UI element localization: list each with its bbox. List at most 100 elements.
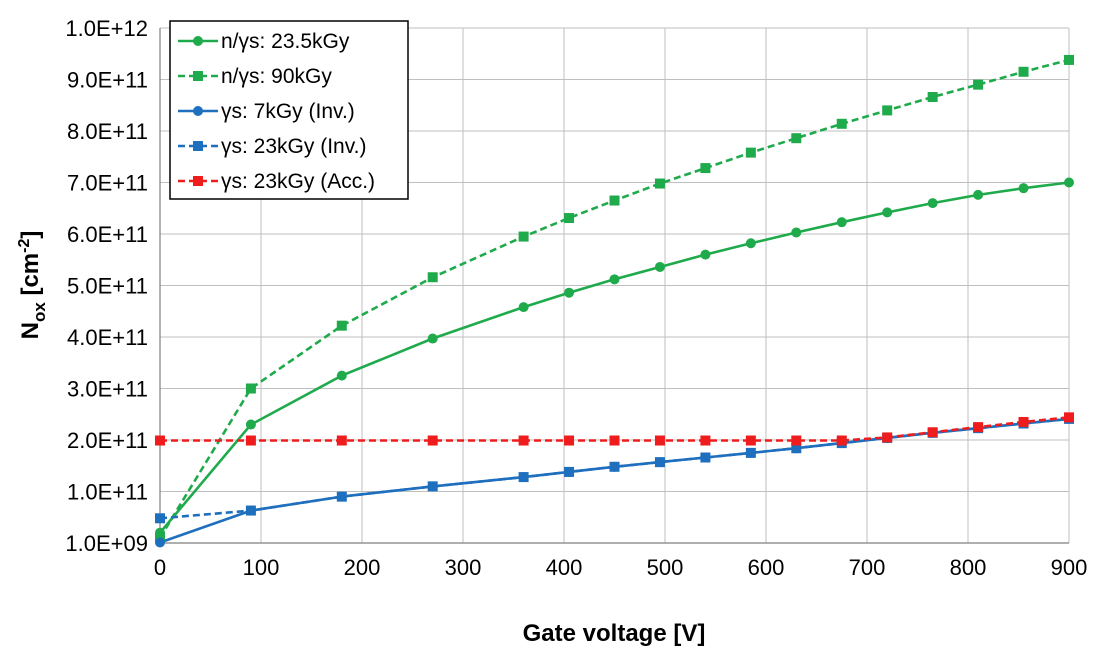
data-point	[1018, 183, 1029, 194]
data-point	[245, 505, 256, 516]
data-point	[745, 435, 756, 446]
data-point	[791, 227, 802, 238]
data-point	[745, 147, 756, 158]
data-point	[427, 333, 438, 344]
data-point	[654, 261, 665, 272]
data-point	[745, 238, 756, 249]
x-tick-label: 100	[243, 555, 280, 580]
data-point	[927, 198, 938, 209]
data-point	[427, 272, 438, 283]
data-point	[973, 79, 984, 90]
data-point	[609, 461, 620, 472]
data-point	[973, 189, 984, 200]
x-tick-label: 900	[1051, 555, 1088, 580]
legend-label: γs: 7kGy (Inv.)	[221, 100, 355, 123]
y-axis-title-unit-sup: -2	[16, 239, 33, 253]
data-point	[245, 383, 256, 394]
data-point	[245, 419, 256, 430]
data-point	[518, 231, 529, 242]
x-tick-label: 200	[344, 555, 381, 580]
y-tick-label: 5.0E+11	[67, 274, 148, 299]
legend-swatch-marker	[193, 106, 203, 116]
data-point	[836, 435, 847, 446]
legend: n/γs: 23.5kGy n/γs: 90kGy γs: 7kGy (Inv.) γ…	[169, 20, 409, 200]
data-point	[654, 178, 665, 189]
y-tick-labels: 1.0E+09 1.0E+11 2.0E+11 3.0E+11 4.0E+11 5.0E+…	[65, 16, 148, 556]
x-tick-label: 400	[546, 555, 583, 580]
data-point	[1018, 416, 1029, 427]
data-point	[654, 435, 665, 446]
series-markers	[155, 54, 1074, 548]
data-point	[927, 92, 938, 103]
data-point	[609, 274, 620, 285]
y-tick-label: 4.0E+11	[67, 325, 148, 350]
legend-label: n/γs: 23.5kGy	[221, 30, 350, 53]
legend-swatch-marker	[193, 176, 203, 186]
legend-swatch-marker	[193, 141, 203, 151]
data-point	[654, 457, 665, 468]
data-point	[882, 207, 893, 218]
x-tick-label: 300	[445, 555, 482, 580]
data-point	[1064, 177, 1074, 188]
y-axis-title-main: N	[17, 322, 44, 339]
data-point	[155, 435, 165, 446]
data-point	[609, 435, 620, 446]
data-point	[836, 217, 847, 228]
data-point	[882, 432, 893, 443]
data-point	[700, 249, 711, 260]
y-tick-label: 1.0E+11	[67, 480, 148, 505]
data-point	[882, 105, 893, 116]
data-point	[791, 435, 802, 446]
data-point	[427, 435, 438, 446]
data-point	[1018, 66, 1029, 77]
data-point	[973, 422, 984, 433]
data-point	[564, 435, 575, 446]
data-point	[155, 513, 165, 524]
y-tick-label: 1.0E+12	[65, 16, 148, 41]
data-point	[700, 163, 711, 174]
data-point	[564, 287, 575, 298]
x-tick-label: 800	[950, 555, 987, 580]
data-point	[518, 472, 529, 483]
data-point	[836, 118, 847, 129]
y-axis-title-unit-open: [cm	[17, 253, 44, 302]
data-point	[745, 447, 756, 458]
y-tick-label: 6.0E+11	[67, 222, 148, 247]
y-tick-label: 9.0E+11	[67, 68, 148, 93]
data-point	[791, 133, 802, 144]
data-point	[245, 435, 256, 446]
data-point	[336, 320, 347, 331]
legend-label: γs: 23kGy (Inv.)	[221, 135, 366, 158]
x-tick-label: 600	[748, 555, 785, 580]
data-point	[1064, 412, 1074, 423]
data-point	[609, 195, 620, 206]
y-tick-label: 7.0E+11	[67, 171, 148, 196]
data-point	[564, 213, 575, 224]
data-point	[791, 443, 802, 454]
x-tick-label: 0	[154, 555, 166, 580]
data-point	[1064, 54, 1074, 65]
data-point	[518, 302, 529, 313]
x-axis-title: Gate voltage [V]	[523, 620, 706, 647]
data-point	[564, 466, 575, 477]
legend-swatch-marker	[193, 71, 203, 81]
data-point	[927, 427, 938, 438]
data-point	[336, 491, 347, 502]
x-tick-label: 500	[647, 555, 684, 580]
series-line-3	[159, 417, 1070, 520]
legend-label: n/γs: 90kGy	[221, 65, 332, 88]
y-axis-title-sub: ox	[30, 302, 49, 322]
y-axis-title: Nox [cm-2]	[16, 231, 49, 340]
legend-label: γs: 23kGy (Acc.)	[221, 170, 375, 193]
data-point	[155, 537, 165, 548]
data-point	[336, 370, 347, 381]
data-point	[336, 435, 347, 446]
y-axis-title-unit-close: ]	[17, 231, 44, 239]
y-tick-label: 8.0E+11	[67, 119, 148, 144]
y-tick-label: 3.0E+11	[67, 377, 148, 402]
legend-swatch-marker	[193, 36, 203, 46]
y-tick-label: 1.0E+09	[65, 531, 148, 556]
data-point	[700, 452, 711, 463]
x-tick-labels: 0 100 200 300 400 500 600 700 800 900	[154, 555, 1087, 580]
